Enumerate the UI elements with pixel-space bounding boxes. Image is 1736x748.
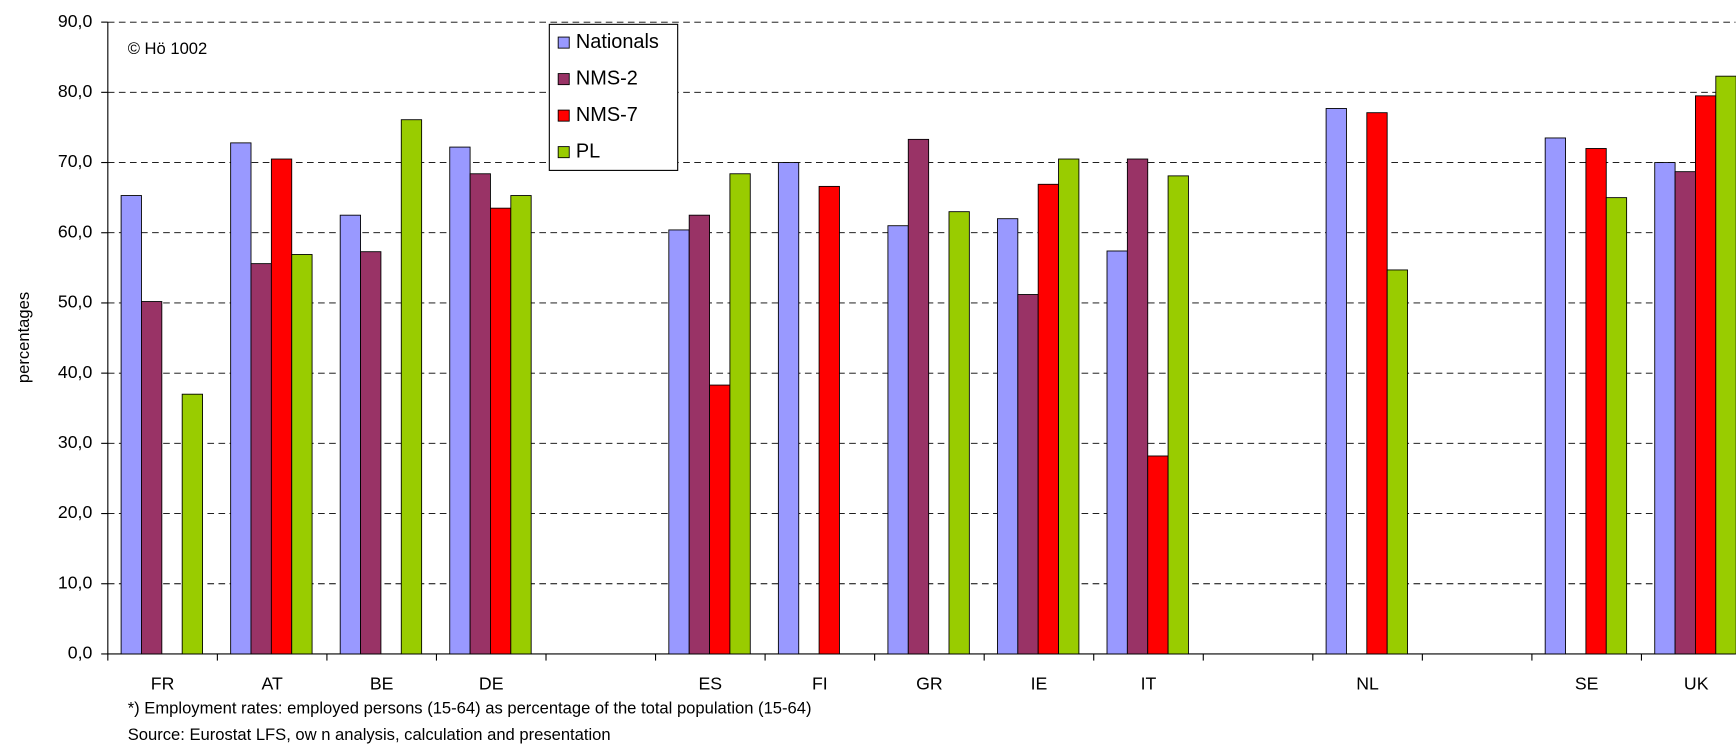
- bar: [1605, 197, 1628, 655]
- x-tick-label: FI: [812, 674, 828, 694]
- legend-swatch: [557, 146, 570, 159]
- bar: [1585, 148, 1607, 655]
- bar: [709, 384, 731, 655]
- bar: [1147, 455, 1169, 655]
- legend-swatch: [557, 109, 570, 122]
- x-tick-label: IT: [1141, 674, 1157, 694]
- legend-label: Nationals: [576, 31, 659, 53]
- x-tick-label: IE: [1031, 674, 1048, 694]
- bar: [818, 185, 840, 655]
- bar: [1715, 75, 1736, 655]
- bar: [510, 195, 532, 655]
- bar: [1126, 158, 1149, 655]
- y-axis-label: percentages: [14, 292, 33, 383]
- bar: [449, 146, 471, 655]
- x-tick-label: UK: [1684, 674, 1709, 694]
- bar: [230, 142, 252, 655]
- x-tick-label: AT: [261, 674, 282, 694]
- x-tick-label: SE: [1575, 674, 1599, 694]
- y-tick-label: 60,0: [58, 221, 93, 241]
- bar: [907, 138, 930, 655]
- bar: [1037, 183, 1059, 655]
- y-tick-label: 0,0: [68, 643, 93, 663]
- legend-box: [548, 23, 679, 171]
- bar: [1058, 158, 1080, 655]
- bar: [400, 119, 423, 655]
- y-tick-label: 20,0: [58, 502, 93, 522]
- legend-swatch: [557, 36, 570, 49]
- x-tick-label: BE: [370, 674, 394, 694]
- bar: [141, 301, 163, 655]
- y-tick-label: 80,0: [58, 81, 93, 101]
- y-tick-label: 10,0: [58, 572, 93, 592]
- bar: [360, 251, 382, 655]
- bar: [1654, 162, 1676, 655]
- y-tick-label: 90,0: [58, 11, 93, 31]
- bar: [688, 214, 710, 655]
- legend-swatch: [557, 73, 570, 86]
- bar: [181, 393, 203, 655]
- source-note: Source: Eurostat LFS, ow n analysis, cal…: [128, 725, 611, 744]
- bar: [120, 195, 142, 655]
- bar: [1366, 112, 1388, 655]
- bar: [1674, 171, 1696, 655]
- legend-label: NMS-7: [576, 104, 638, 126]
- y-tick-label: 30,0: [58, 432, 93, 452]
- bar: [668, 229, 690, 655]
- legend-label: PL: [576, 140, 600, 162]
- bar: [997, 218, 1019, 655]
- x-tick-label: ES: [699, 674, 723, 694]
- bar: [1325, 108, 1347, 655]
- copyright: © Hö 1002: [128, 39, 208, 58]
- bar: [887, 225, 909, 655]
- bar: [1167, 175, 1189, 655]
- x-tick-label: NL: [1356, 674, 1379, 694]
- bar: [1386, 269, 1408, 655]
- bar: [948, 211, 970, 655]
- y-tick-label: 40,0: [58, 362, 93, 382]
- bar: [270, 158, 293, 655]
- bar: [1695, 95, 1717, 655]
- y-tick-label: 70,0: [58, 151, 93, 171]
- bar: [490, 207, 512, 655]
- y-tick-label: 50,0: [58, 292, 93, 312]
- x-tick-label: FR: [151, 674, 175, 694]
- bar: [1106, 250, 1128, 655]
- legend-label: NMS-2: [576, 67, 638, 89]
- x-tick-label: GR: [916, 674, 943, 694]
- footnote: *) Employment rates: employed persons (1…: [128, 699, 812, 718]
- bar: [250, 263, 272, 655]
- bar: [1544, 137, 1566, 655]
- bar: [291, 254, 313, 655]
- x-tick-label: DE: [479, 674, 504, 694]
- bar: [339, 214, 361, 655]
- bar: [469, 173, 491, 655]
- bar: [1017, 294, 1039, 655]
- bar: [777, 162, 800, 655]
- bar: [729, 173, 751, 655]
